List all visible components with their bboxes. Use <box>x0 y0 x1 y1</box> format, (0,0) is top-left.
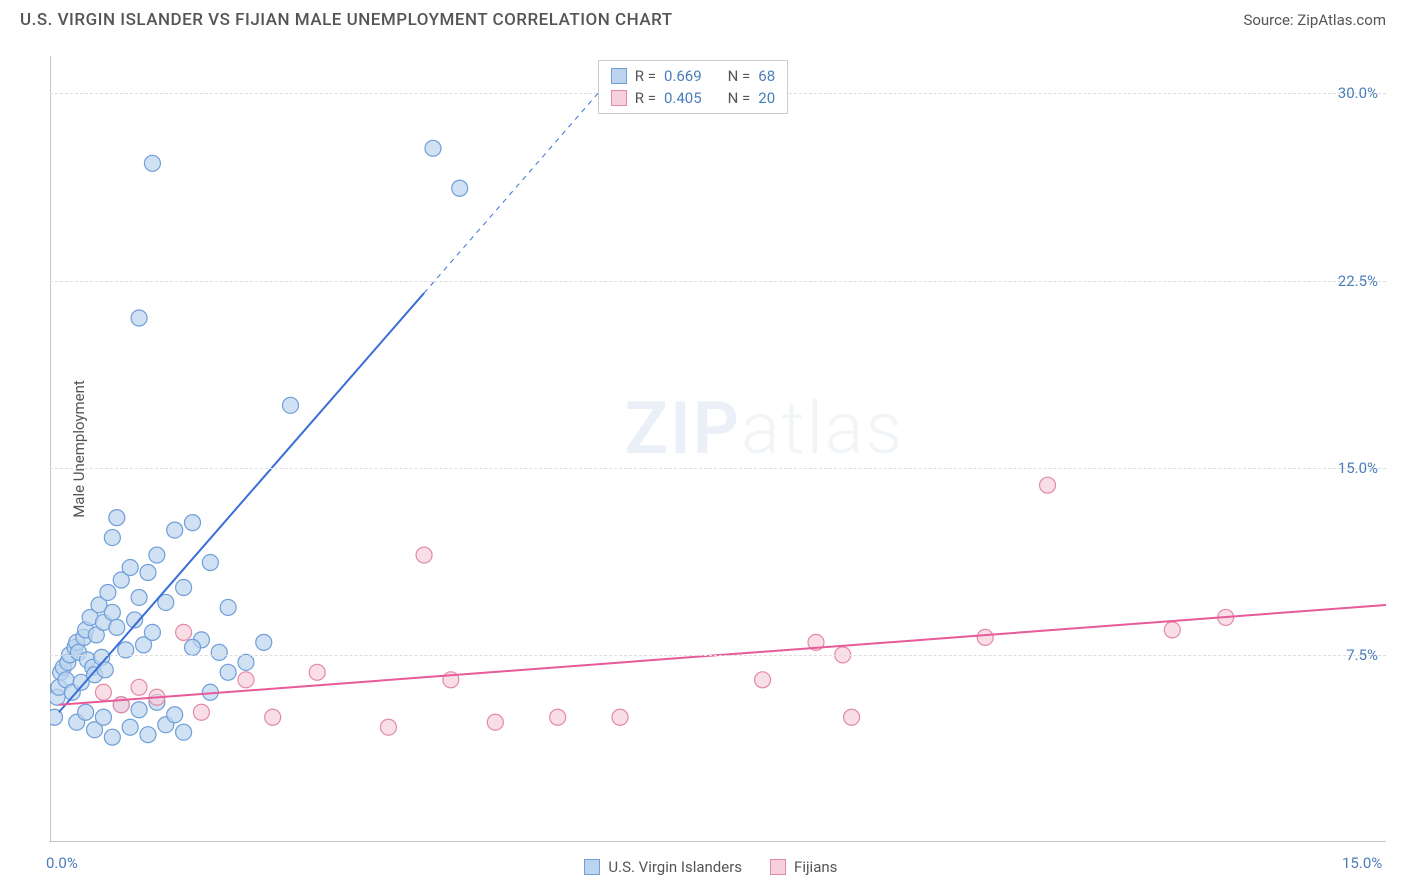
scatter-point <box>309 664 325 680</box>
n-label: N = <box>728 67 751 85</box>
scatter-point <box>265 709 281 725</box>
scatter-point <box>256 634 272 650</box>
scatter-point <box>220 664 236 680</box>
y-tick-label: 15.0% <box>1338 459 1378 477</box>
scatter-point <box>109 510 125 526</box>
r-value: 0.405 <box>664 89 702 107</box>
r-value: 0.669 <box>664 67 702 85</box>
scatter-point <box>1164 622 1180 638</box>
source-name: ZipAtlas.com <box>1297 11 1386 29</box>
legend-stats-row: R = 0.405 N = 20 <box>611 87 775 109</box>
legend-swatch <box>611 90 627 106</box>
n-value: 20 <box>758 89 775 107</box>
chart-header: U.S. VIRGIN ISLANDER VS FIJIAN MALE UNEM… <box>0 0 1406 34</box>
gridline-h <box>50 281 1386 282</box>
x-tick-label: 15.0% <box>1342 854 1382 872</box>
scatter-point <box>167 522 183 538</box>
legend-stats-box: R = 0.669 N = 68 R = 0.405 N = 20 <box>598 60 788 114</box>
scatter-point <box>104 604 120 620</box>
scatter-point <box>149 547 165 563</box>
gridline-h <box>50 655 1386 656</box>
scatter-point <box>176 724 192 740</box>
scatter-point <box>193 704 209 720</box>
scatter-point <box>131 310 147 326</box>
scatter-point <box>122 719 138 735</box>
x-tick-label: 0.0% <box>46 854 78 872</box>
y-tick-label: 22.5% <box>1338 272 1378 290</box>
scatter-point <box>380 719 396 735</box>
legend-series-label: U.S. Virgin Islanders <box>608 858 742 876</box>
chart-title: U.S. VIRGIN ISLANDER VS FIJIAN MALE UNEM… <box>20 10 673 30</box>
scatter-point <box>144 155 160 171</box>
scatter-point <box>550 709 566 725</box>
legend-series-label: Fijians <box>794 858 837 876</box>
scatter-point <box>176 579 192 595</box>
scatter-plot <box>50 56 1386 842</box>
r-label: R = <box>635 89 656 107</box>
legend-stats-row: R = 0.669 N = 68 <box>611 65 775 87</box>
legend-swatch <box>611 68 627 84</box>
scatter-point <box>977 629 993 645</box>
scatter-point <box>238 654 254 670</box>
scatter-point <box>282 397 298 413</box>
scatter-point <box>452 180 468 196</box>
scatter-point <box>220 599 236 615</box>
chart-container: Male Unemployment 7.5%15.0%22.5%30.0% 0.… <box>50 56 1386 842</box>
legend-series-item: U.S. Virgin Islanders <box>584 858 742 876</box>
scatter-point <box>131 589 147 605</box>
scatter-point <box>167 707 183 723</box>
scatter-point <box>176 624 192 640</box>
legend-series-item: Fijians <box>770 858 837 876</box>
scatter-point <box>185 639 201 655</box>
scatter-point <box>416 547 432 563</box>
y-tick-label: 30.0% <box>1338 84 1378 102</box>
scatter-point <box>140 727 156 743</box>
scatter-point <box>109 619 125 635</box>
scatter-point <box>755 672 771 688</box>
r-label: R = <box>635 67 656 85</box>
scatter-point <box>1040 477 1056 493</box>
scatter-point <box>612 709 628 725</box>
legend-swatch <box>770 859 786 875</box>
scatter-point <box>140 565 156 581</box>
scatter-point <box>131 702 147 718</box>
trend-line-dashed <box>424 88 602 293</box>
scatter-point <box>144 624 160 640</box>
scatter-point <box>78 704 94 720</box>
scatter-point <box>104 729 120 745</box>
scatter-point <box>425 140 441 156</box>
n-value: 68 <box>758 67 775 85</box>
scatter-point <box>238 672 254 688</box>
source-label: Source: <box>1243 11 1297 29</box>
scatter-point <box>202 555 218 571</box>
scatter-point <box>844 709 860 725</box>
scatter-point <box>122 560 138 576</box>
gridline-h <box>50 468 1386 469</box>
scatter-point <box>100 584 116 600</box>
y-tick-label: 7.5% <box>1346 646 1378 664</box>
legend-series: U.S. Virgin Islanders Fijians <box>584 858 837 876</box>
legend-swatch <box>584 859 600 875</box>
chart-source: Source: ZipAtlas.com <box>1243 11 1386 29</box>
scatter-point <box>487 714 503 730</box>
scatter-point <box>131 679 147 695</box>
scatter-point <box>185 515 201 531</box>
scatter-point <box>104 530 120 546</box>
n-label: N = <box>728 89 751 107</box>
scatter-point <box>95 684 111 700</box>
scatter-point <box>95 709 111 725</box>
scatter-point <box>211 644 227 660</box>
trend-line <box>59 293 424 712</box>
